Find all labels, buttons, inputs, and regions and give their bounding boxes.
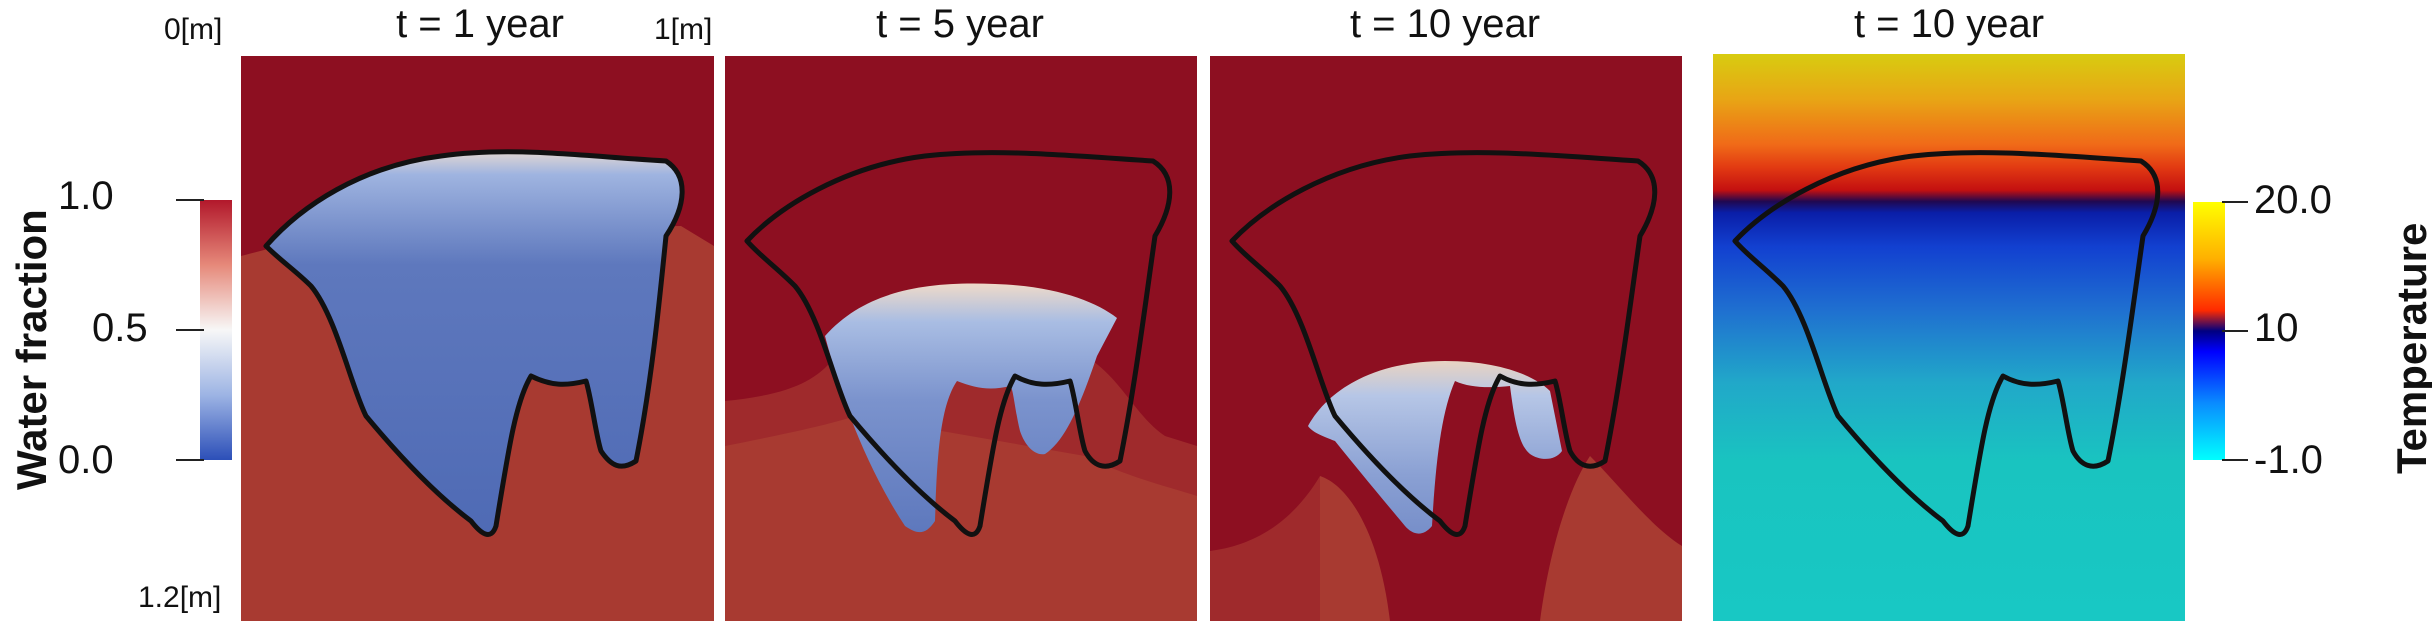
panel-4-title: t = 10 year: [1853, 2, 2045, 46]
water-tick-1: 1.0: [58, 174, 114, 218]
panel-2-water-field: [725, 56, 1197, 621]
panel-3-title: t = 10 year: [1349, 2, 1541, 46]
temp-tick-line-neg1: [2222, 459, 2248, 461]
temp-tick-line-10: [2222, 330, 2248, 332]
water-tick-0: 0.0: [58, 438, 114, 482]
temp-tick-20: 20.0: [2254, 178, 2332, 222]
panel-1-water-field: [241, 56, 714, 621]
coord-top-right: 1[m]: [654, 13, 713, 46]
temp-tick-10: 10: [2254, 306, 2299, 350]
temperature-label: Temperature: [2388, 222, 2432, 474]
panel-2-title: t = 5 year: [876, 2, 1044, 46]
water-fraction-colorbar: [200, 200, 232, 460]
temp-tick-line-20: [2222, 201, 2248, 203]
temperature-colorbar: [2193, 202, 2225, 460]
temp-tick-neg1: -1.0: [2254, 438, 2323, 482]
water-fraction-label: Water fraction: [8, 209, 55, 490]
water-tick-line-05: [176, 329, 204, 331]
coord-top-left: 0[m]: [164, 13, 223, 46]
water-tick-line-0: [176, 459, 204, 461]
coord-bottom-left: 1.2[m]: [138, 581, 222, 614]
panel-3-water-field: [1210, 56, 1682, 621]
water-tick-05: 0.5: [92, 306, 148, 350]
panel-1-title: t = 1 year: [396, 2, 564, 46]
water-tick-line-1: [176, 199, 204, 201]
panel-4-temperature-field: [1713, 54, 2185, 621]
